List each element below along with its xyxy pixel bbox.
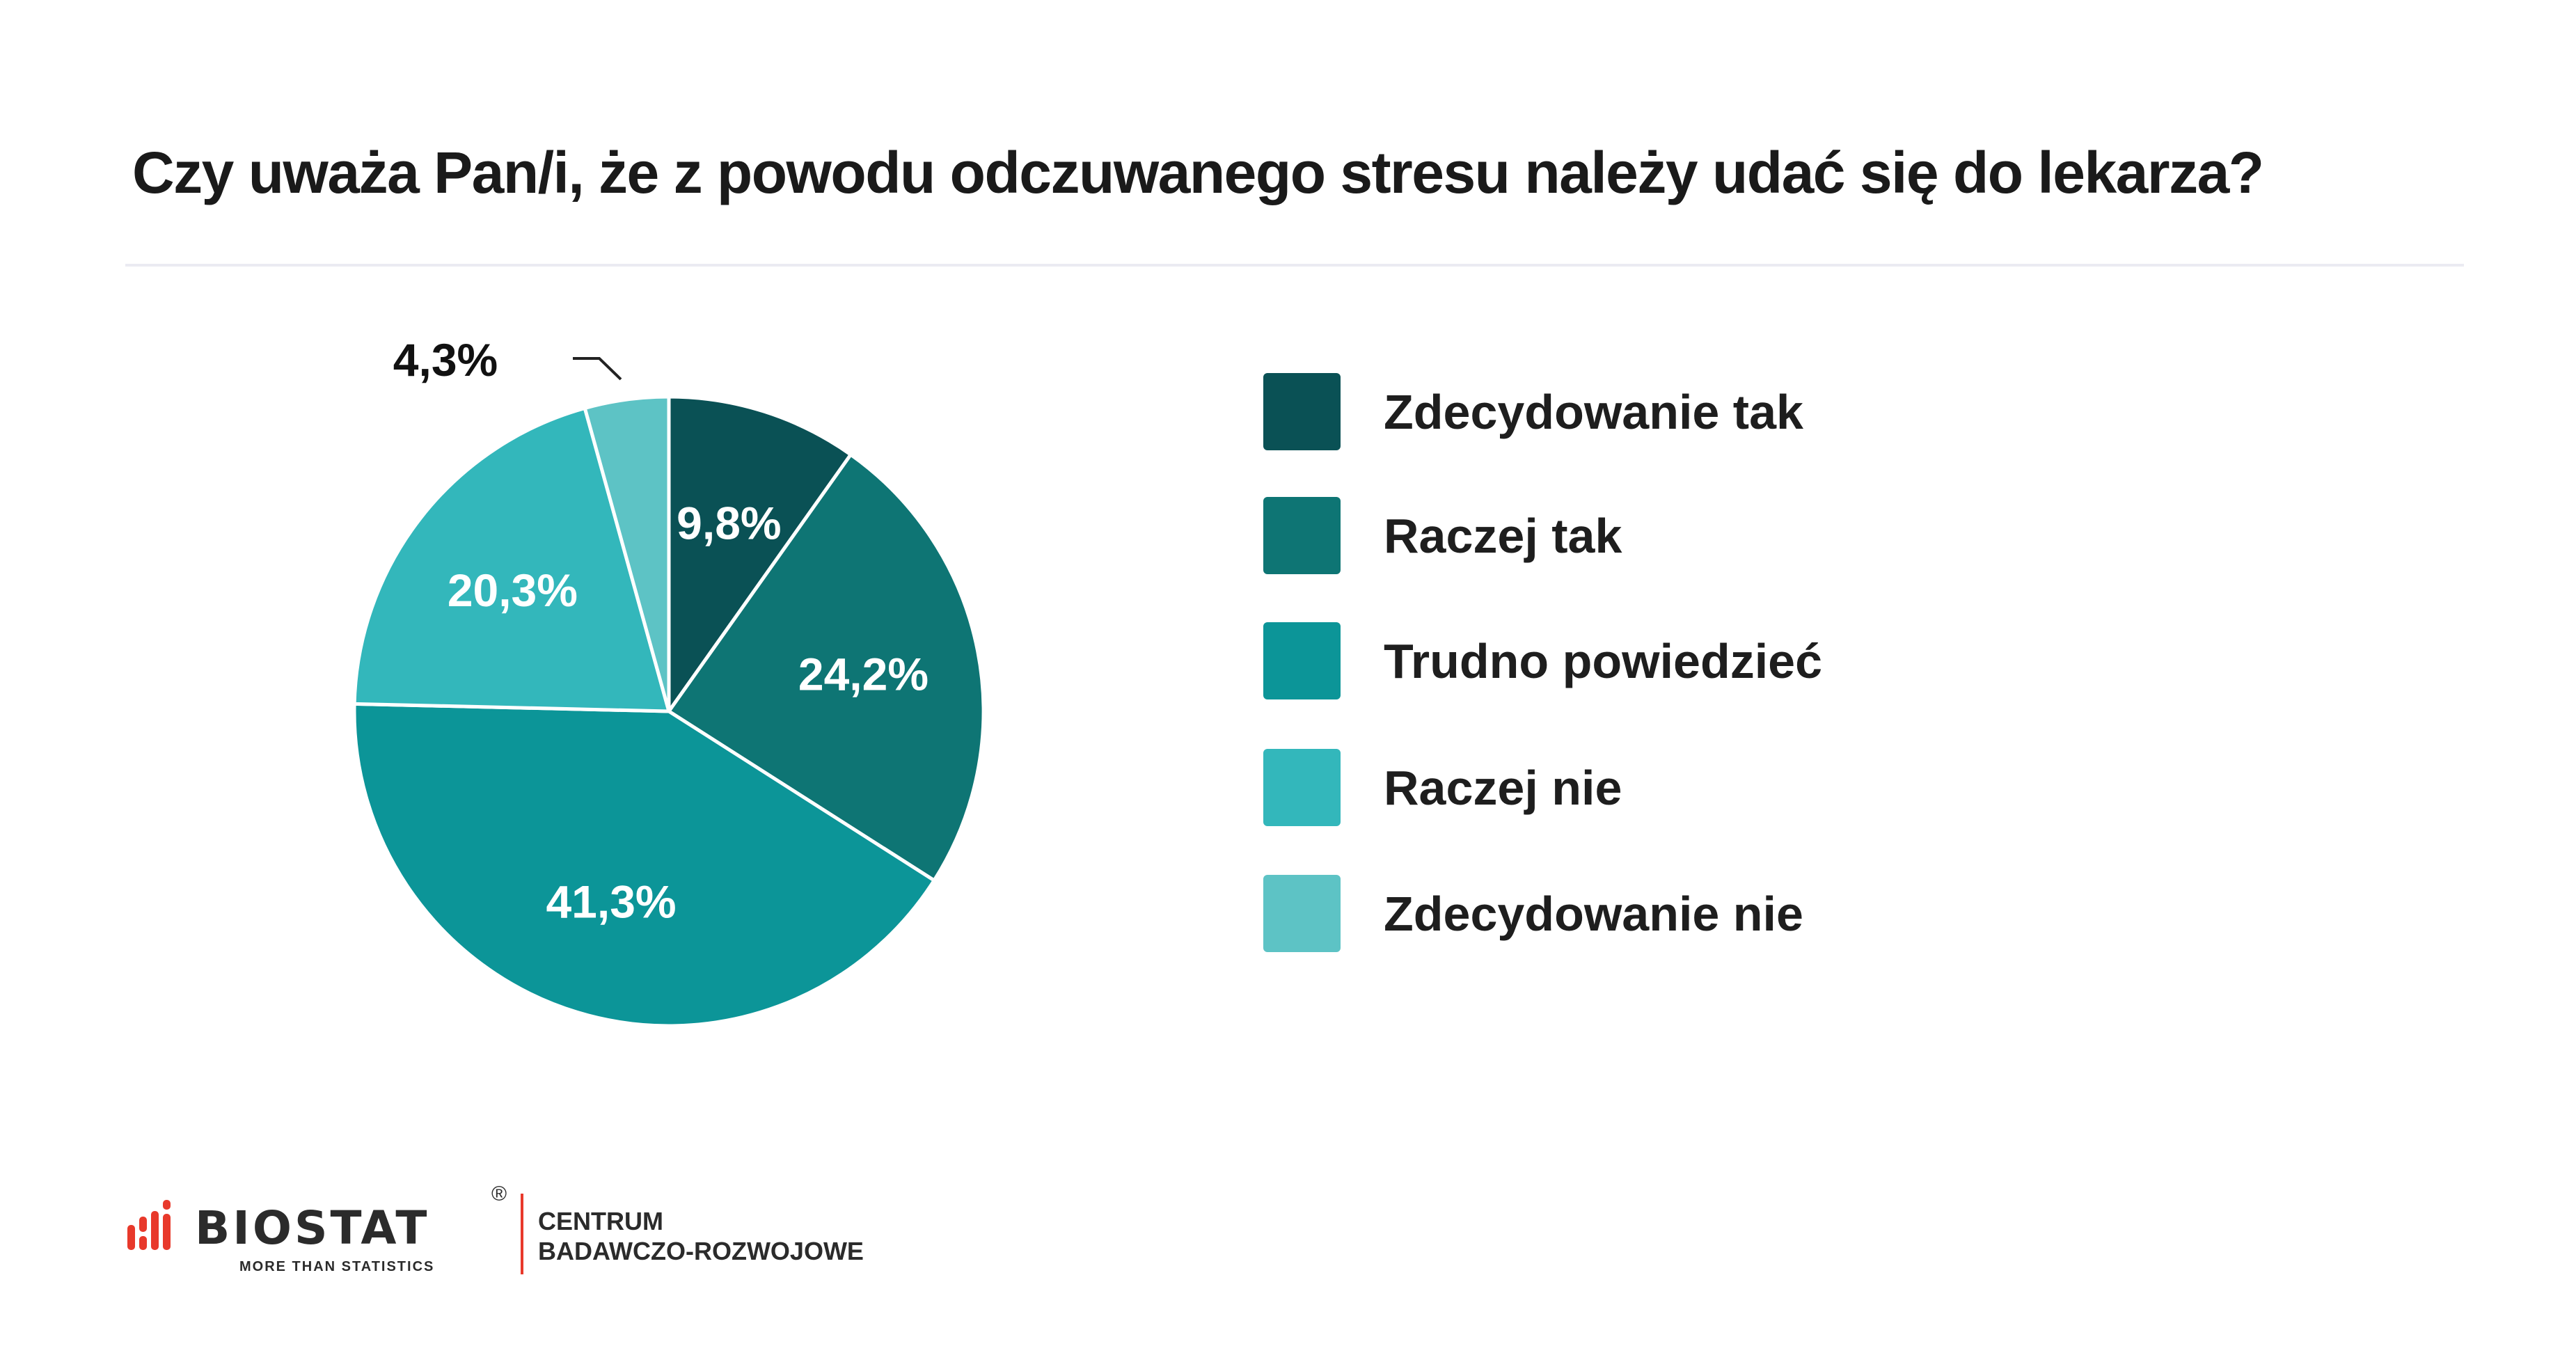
data-label-4: 20,3% <box>448 564 578 616</box>
legend-swatch <box>1263 622 1341 699</box>
legend-label: Zdecydowanie tak <box>1384 384 1803 439</box>
logo-separator <box>521 1194 523 1274</box>
data-label-3: 41,3% <box>546 876 676 927</box>
data-label-2: 24,2% <box>798 648 929 699</box>
legend-label: Trudno powiedzieć <box>1384 633 1823 688</box>
legend-label: Raczej tak <box>1384 508 1622 563</box>
legend-label: Zdecydowanie nie <box>1384 886 1803 941</box>
data-label-1: 9,8% <box>677 498 781 549</box>
pie-slice-1 <box>667 395 853 717</box>
pie-slice-3 <box>352 702 937 1028</box>
legend-label: Raczej nie <box>1384 760 1622 815</box>
title-divider <box>125 264 2464 267</box>
pie-slice-4 <box>352 406 672 713</box>
legend-item: Raczej tak <box>1263 497 1622 574</box>
legend-item: Raczej nie <box>1263 749 1622 826</box>
logo-unit: CENTRUM BADAWCZO-ROZWOJOWE <box>538 1206 864 1266</box>
logo-unit-line2: BADAWCZO-ROZWOJOWE <box>538 1237 864 1265</box>
logo-brand: BIOSTAT <box>195 1201 430 1255</box>
data-label-5: 4,3% <box>393 334 498 386</box>
legend-swatch <box>1263 875 1341 952</box>
logo-bars-icon <box>127 1200 171 1250</box>
registered-mark: ® <box>491 1182 507 1205</box>
legend-item: Zdecydowanie tak <box>1263 373 1803 450</box>
chart-title: Czy uważa Pan/i, że z powodu odczuwanego… <box>132 140 2264 205</box>
legend-swatch <box>1263 749 1341 826</box>
legend-swatch <box>1263 373 1341 450</box>
logo-unit-line1: CENTRUM <box>538 1207 663 1235</box>
pie-slice-5 <box>583 395 671 712</box>
legend-item: Zdecydowanie nie <box>1263 875 1803 952</box>
logo-tagline: MORE THAN STATISTICS <box>239 1259 435 1274</box>
legend-item: Trudno powiedzieć <box>1263 622 1822 699</box>
leader-line <box>573 357 622 381</box>
pie-slice-2 <box>666 452 986 883</box>
legend-swatch <box>1263 497 1341 574</box>
